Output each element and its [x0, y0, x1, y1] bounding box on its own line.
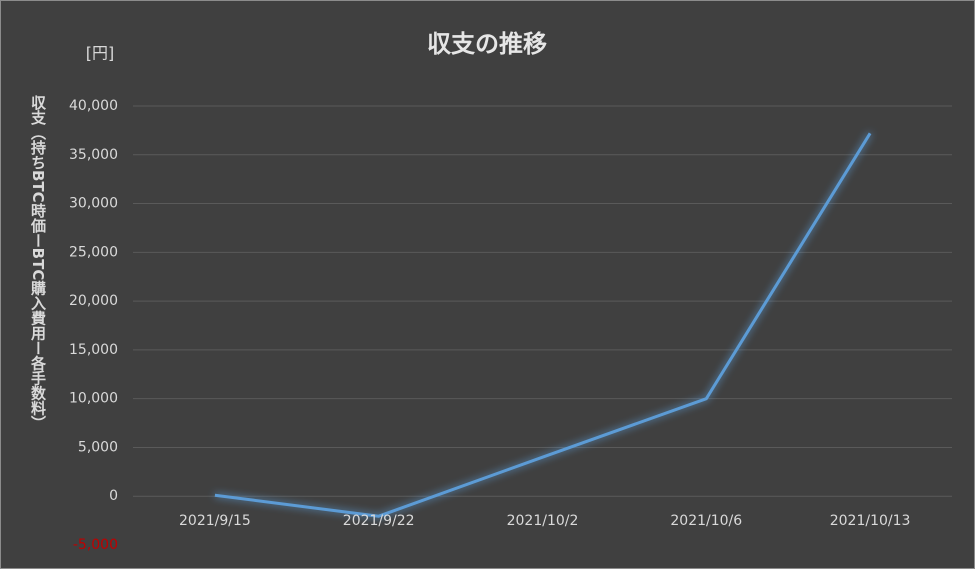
- y-tick-label: 25,000: [69, 244, 118, 260]
- x-tick-label: 2021/10/2: [507, 513, 579, 529]
- x-tick-label: 2021/9/22: [343, 513, 415, 529]
- line-series: [214, 132, 872, 518]
- y-tick-label: 20,000: [69, 293, 118, 309]
- y-tick-label: 30,000: [69, 196, 118, 212]
- chart-title: 収支の推移: [427, 30, 547, 58]
- x-tick-label: 2021/9/15: [179, 513, 251, 529]
- x-tick-label: 2021/10/13: [830, 513, 911, 529]
- y-tick-label: 0: [109, 488, 118, 504]
- y-unit-label: [円]: [86, 44, 115, 63]
- y-tick-label: 5,000: [78, 439, 118, 455]
- x-tick-label: 2021/10/6: [670, 513, 742, 529]
- y-tick-label: -5,000: [73, 537, 118, 553]
- y-tick-label: 10,000: [69, 391, 118, 407]
- y-tick-label: 40,000: [69, 98, 118, 114]
- y-tick-label: 15,000: [69, 342, 118, 358]
- y-tick-label: 35,000: [69, 147, 118, 163]
- y-axis-title: 収支（持ちBTC時価ーBTC購入費用ー各手数料）: [29, 94, 47, 430]
